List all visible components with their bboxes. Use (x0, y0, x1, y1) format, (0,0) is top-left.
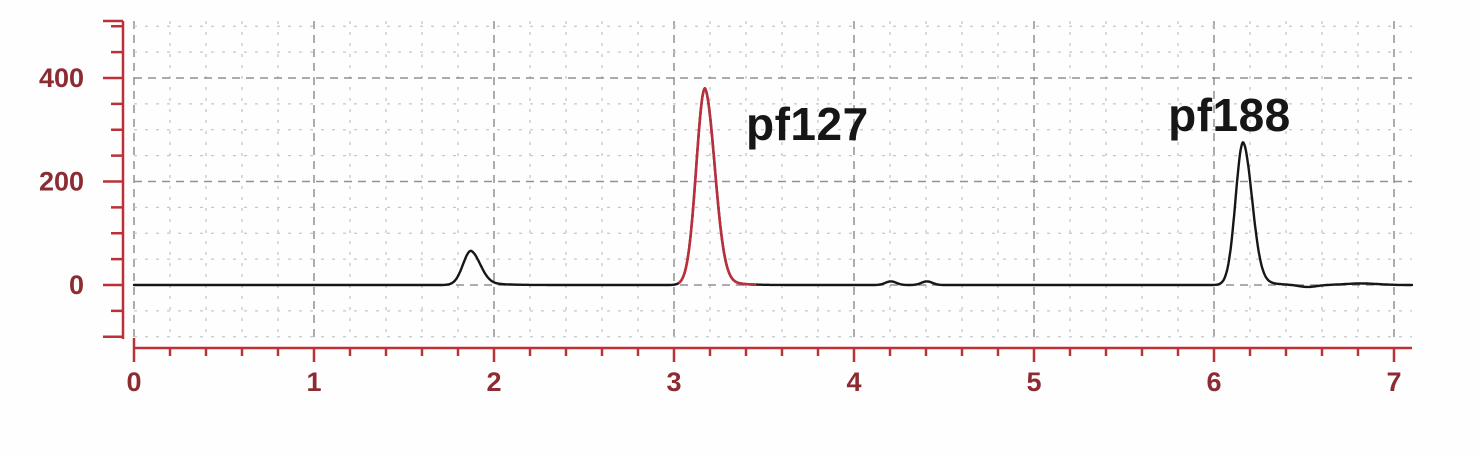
x-tick-label: 6 (1206, 367, 1221, 397)
y-axis (103, 19, 125, 339)
peak-label-pf127: pf127 (746, 97, 869, 150)
x-axis-labels: 0 1 2 3 4 5 6 7 (126, 367, 1401, 397)
x-tick-label: 0 (126, 367, 141, 397)
peak-label-pf188: pf188 (1168, 88, 1291, 141)
trace-line (132, 87, 1414, 289)
peak-highlight-pf127 (678, 87, 757, 286)
grid (133, 21, 1412, 339)
y-tick-label: 200 (39, 167, 84, 197)
y-tick-label: 400 (39, 63, 84, 93)
x-tick-label: 3 (666, 367, 681, 397)
x-tick-label: 1 (306, 367, 321, 397)
x-tick-label: 7 (1386, 367, 1401, 397)
x-tick-label: 2 (486, 367, 501, 397)
x-axis (132, 338, 1412, 362)
x-tick-label: 4 (846, 367, 861, 397)
x-tick-label: 5 (1026, 367, 1041, 397)
y-tick-label: 0 (69, 270, 84, 300)
y-axis-labels: 0 200 400 (39, 63, 84, 300)
